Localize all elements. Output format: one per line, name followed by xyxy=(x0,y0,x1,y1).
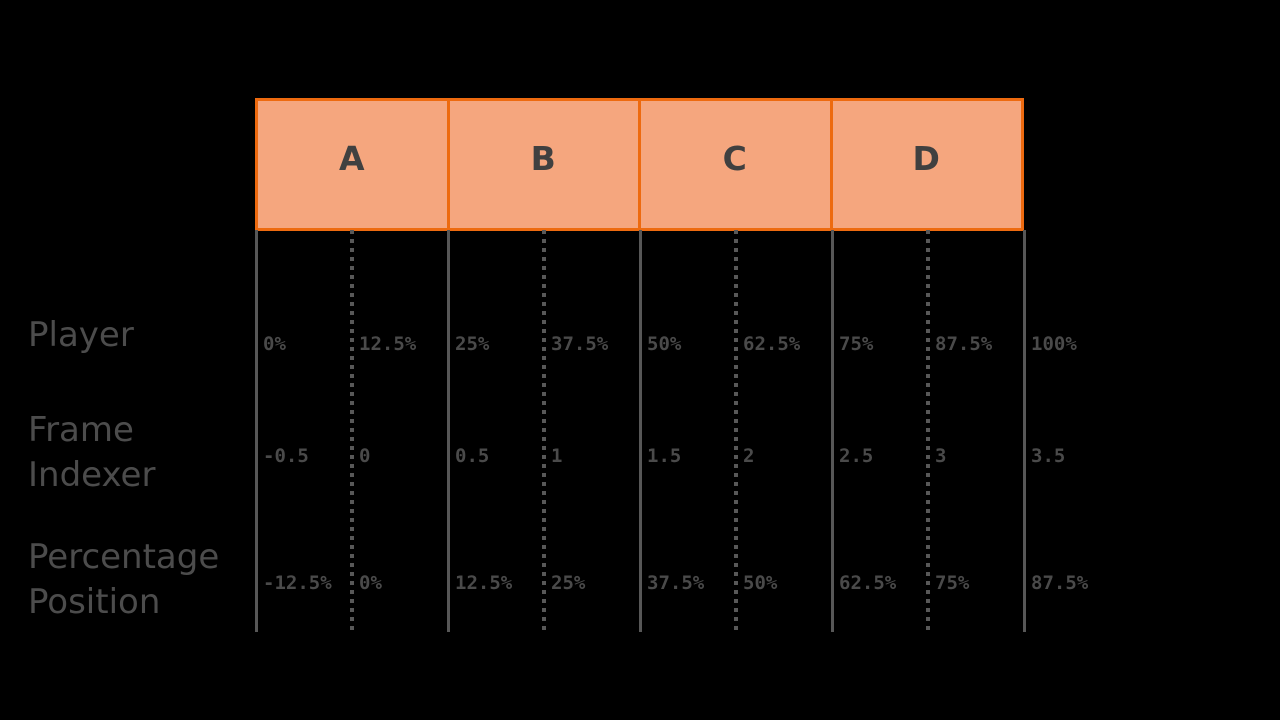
frame-indexer-value-6: 2.5 xyxy=(839,445,874,467)
player-value-4: 50% xyxy=(647,333,682,355)
frame-box-b-label: B xyxy=(530,139,557,178)
frame-box-c: C xyxy=(638,101,830,228)
guide-line-solid-2 xyxy=(639,230,642,632)
frame-box-c-label: C xyxy=(722,139,748,178)
frame-box-b: B xyxy=(446,101,639,228)
percentage-position-value-7: 75% xyxy=(935,572,970,594)
guide-line-dotted-1 xyxy=(542,230,546,632)
frame-box-d-label: D xyxy=(912,139,941,178)
percentage-position-value-5: 50% xyxy=(743,572,778,594)
player-value-6: 75% xyxy=(839,333,874,355)
player-value-5: 62.5% xyxy=(743,333,801,355)
percentage-position-value-2: 12.5% xyxy=(455,572,513,594)
guide-line-dotted-3 xyxy=(926,230,930,632)
percentage-position-value-8: 87.5% xyxy=(1031,572,1089,594)
row-label-frame-indexer: Frame Indexer xyxy=(28,410,156,495)
player-value-2: 25% xyxy=(455,333,490,355)
player-value-0: 0% xyxy=(263,333,286,355)
frame-box-d: D xyxy=(829,101,1022,228)
percentage-position-value-0: -12.5% xyxy=(263,572,332,594)
frame-indexer-value-1: 0 xyxy=(359,445,371,467)
percentage-position-value-4: 37.5% xyxy=(647,572,705,594)
frame-box-a: A xyxy=(258,101,447,228)
percentage-position-value-1: 0% xyxy=(359,572,382,594)
frame-box-a-label: A xyxy=(338,139,366,178)
frame-indexer-value-2: 0.5 xyxy=(455,445,490,467)
frame-indexer-value-3: 1 xyxy=(551,445,563,467)
frame-indexer-value-4: 1.5 xyxy=(647,445,682,467)
frame-indexer-value-0: -0.5 xyxy=(263,445,309,467)
frame-indexer-value-8: 3.5 xyxy=(1031,445,1066,467)
guide-line-solid-4 xyxy=(1023,230,1026,632)
frame-box-strip: A B C D xyxy=(255,98,1024,231)
percentage-position-value-3: 25% xyxy=(551,572,586,594)
player-value-3: 37.5% xyxy=(551,333,609,355)
row-label-percentage-position: Percentage Position xyxy=(28,537,220,622)
row-label-player: Player xyxy=(28,315,134,355)
guide-line-dotted-0 xyxy=(350,230,354,632)
guide-line-dotted-2 xyxy=(734,230,738,632)
frame-indexer-value-7: 3 xyxy=(935,445,947,467)
guide-line-solid-1 xyxy=(447,230,450,632)
player-value-8: 100% xyxy=(1031,333,1077,355)
player-value-1: 12.5% xyxy=(359,333,417,355)
guide-line-solid-3 xyxy=(831,230,834,632)
percentage-position-value-6: 62.5% xyxy=(839,572,897,594)
guide-line-solid-0 xyxy=(255,230,258,632)
frame-indexer-value-5: 2 xyxy=(743,445,755,467)
player-value-7: 87.5% xyxy=(935,333,993,355)
